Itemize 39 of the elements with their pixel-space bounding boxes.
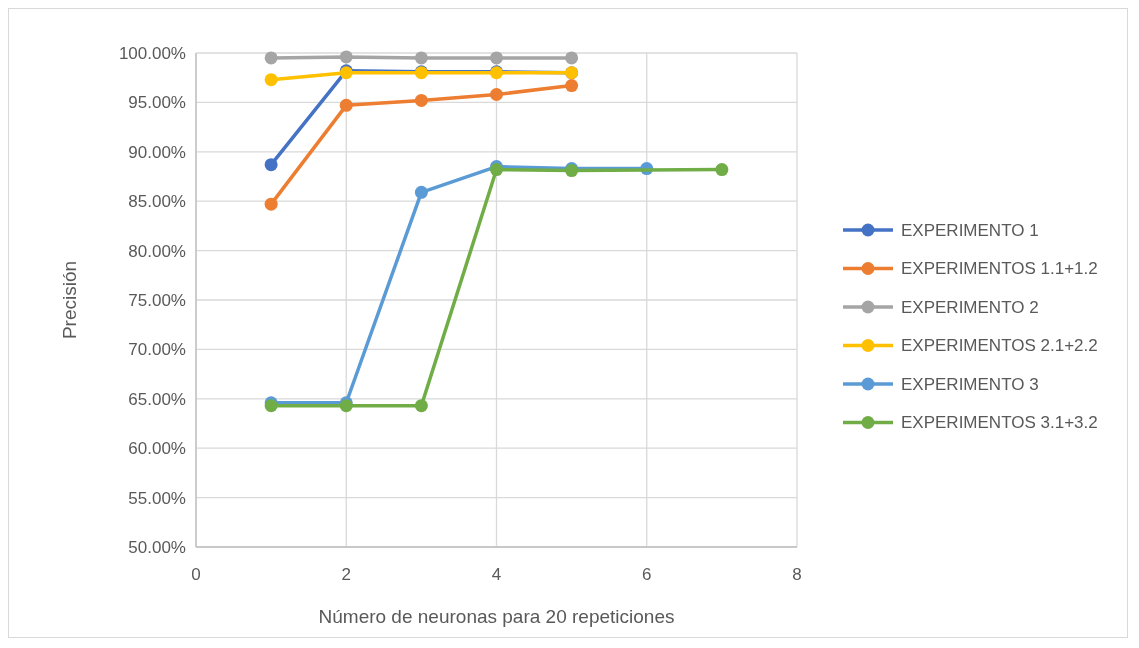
y-tick-label: 100.00% bbox=[118, 43, 186, 63]
point bbox=[339, 98, 353, 112]
y-tick-label: 80.00% bbox=[128, 241, 186, 261]
legend-label: EXPERIMENTO 3 bbox=[901, 374, 1039, 394]
y-tick-label: 85.00% bbox=[128, 192, 186, 212]
point bbox=[715, 163, 729, 177]
y-axis-title: Precisión bbox=[59, 260, 80, 340]
y-tick-label: 95.00% bbox=[128, 93, 186, 113]
point bbox=[264, 197, 278, 211]
x-tick-label: 0 bbox=[191, 565, 201, 584]
point bbox=[490, 88, 503, 101]
point bbox=[339, 50, 353, 64]
legend-label: EXPERIMENTOS 1.1+1.2 bbox=[901, 259, 1098, 279]
x-tick-label: 4 bbox=[491, 565, 502, 584]
point bbox=[264, 73, 278, 87]
legend-label: EXPERIMENTOS 3.1+3.2 bbox=[901, 413, 1098, 433]
point bbox=[490, 51, 503, 65]
y-tick-label: 70.00% bbox=[128, 340, 186, 360]
y-tick-label: 90.00% bbox=[128, 142, 186, 162]
legend-label: EXPERIMENTO 2 bbox=[901, 297, 1039, 317]
legend-label: EXPERIMENTO 1 bbox=[901, 220, 1039, 240]
y-tick-label: 60.00% bbox=[128, 439, 186, 459]
point bbox=[414, 93, 428, 107]
y-tick-label: 65.00% bbox=[128, 389, 186, 409]
x-axis-title: Número de neuronas para 20 repeticiones bbox=[318, 606, 675, 627]
x-tick-label: 8 bbox=[792, 565, 802, 584]
point bbox=[414, 51, 428, 65]
point bbox=[264, 158, 278, 172]
y-tick-label: 55.00% bbox=[128, 488, 186, 508]
y-tick-label: 75.00% bbox=[128, 290, 186, 310]
point bbox=[565, 79, 579, 93]
point bbox=[565, 51, 579, 65]
legend-label: EXPERIMENTOS 2.1+2.2 bbox=[901, 336, 1098, 356]
point bbox=[414, 399, 428, 413]
x-tick-label: 2 bbox=[341, 565, 351, 584]
point bbox=[414, 185, 428, 199]
point bbox=[264, 51, 278, 65]
x-tick-label: 6 bbox=[642, 565, 652, 584]
y-tick-label: 50.00% bbox=[128, 537, 186, 557]
